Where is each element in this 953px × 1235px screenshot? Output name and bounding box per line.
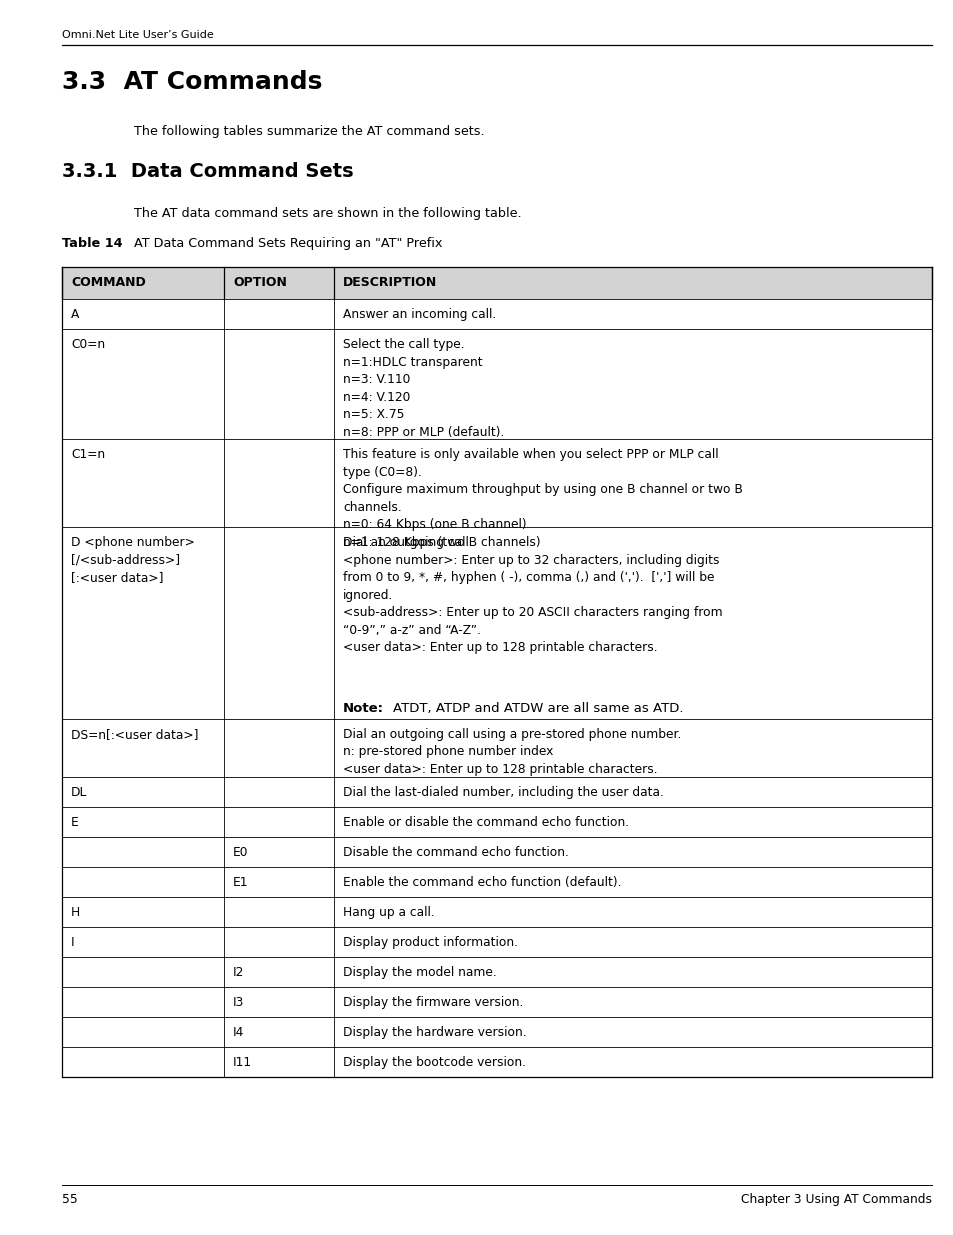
Bar	[62, 329, 931, 438]
Text: Answer an incoming call.: Answer an incoming call.	[343, 308, 496, 321]
Text: I4: I4	[233, 1026, 244, 1039]
Bar	[62, 987, 931, 1016]
Text: I2: I2	[233, 966, 244, 979]
Bar	[62, 1016, 931, 1047]
Text: DESCRIPTION: DESCRIPTION	[343, 277, 436, 289]
Bar	[62, 719, 931, 777]
Bar	[62, 777, 931, 806]
Text: Display the bootcode version.: Display the bootcode version.	[343, 1056, 525, 1070]
Text: Dial the last-dialed number, including the user data.: Dial the last-dialed number, including t…	[343, 785, 663, 799]
Text: 3.3.1  Data Command Sets: 3.3.1 Data Command Sets	[62, 162, 354, 182]
Bar	[62, 806, 931, 837]
Text: I11: I11	[233, 1056, 252, 1070]
Text: 3.3  AT Commands: 3.3 AT Commands	[62, 70, 322, 94]
Bar	[62, 867, 931, 897]
Text: Note:: Note:	[343, 703, 384, 715]
Text: COMMAND: COMMAND	[71, 277, 146, 289]
Text: D <phone number>
[/<sub-address>]
[:<user data>]: D <phone number> [/<sub-address>] [:<use…	[71, 536, 194, 584]
Text: Dial an outgoing call.
<phone number>: Enter up to 32 characters, including digi: Dial an outgoing call. <phone number>: E…	[343, 536, 721, 655]
Bar	[62, 267, 931, 299]
Text: Chapter 3 Using AT Commands: Chapter 3 Using AT Commands	[740, 1193, 931, 1207]
Text: The following tables summarize the AT command sets.: The following tables summarize the AT co…	[133, 125, 484, 138]
Text: E: E	[71, 816, 79, 829]
Text: 55: 55	[62, 1193, 77, 1207]
Text: Enable the command echo function (default).: Enable the command echo function (defaul…	[343, 876, 620, 889]
Text: Enable or disable the command echo function.: Enable or disable the command echo funct…	[343, 816, 628, 829]
Text: ATDT, ATDP and ATDW are all same as ATD.: ATDT, ATDP and ATDW are all same as ATD.	[393, 703, 682, 715]
Text: The AT data command sets are shown in the following table.: The AT data command sets are shown in th…	[133, 207, 521, 220]
Bar	[62, 438, 931, 527]
Text: I3: I3	[233, 995, 244, 1009]
Bar	[62, 927, 931, 957]
Text: DL: DL	[71, 785, 88, 799]
Text: E0: E0	[233, 846, 248, 860]
Text: I: I	[71, 936, 74, 948]
Text: DS=n[:<user data>]: DS=n[:<user data>]	[71, 727, 198, 741]
Text: Dial an outgoing call using a pre-stored phone number.
n: pre-stored phone numbe: Dial an outgoing call using a pre-stored…	[343, 727, 680, 776]
Bar	[62, 299, 931, 329]
Bar	[62, 1047, 931, 1077]
Text: Select the call type.
n=1:HDLC transparent
n=3: V.110
n=4: V.120
n=5: X.75
n=8: : Select the call type. n=1:HDLC transpare…	[343, 338, 504, 438]
Bar	[62, 527, 931, 719]
Text: Display the hardware version.: Display the hardware version.	[343, 1026, 526, 1039]
Text: Omni.Net Lite User’s Guide: Omni.Net Lite User’s Guide	[62, 30, 213, 40]
Bar	[62, 837, 931, 867]
Text: Table 14: Table 14	[62, 237, 123, 249]
Text: C0=n: C0=n	[71, 338, 105, 351]
Bar	[62, 897, 931, 927]
Text: H: H	[71, 906, 80, 919]
Text: E1: E1	[233, 876, 248, 889]
Text: Display the model name.: Display the model name.	[343, 966, 497, 979]
Text: OPTION: OPTION	[233, 277, 287, 289]
Text: A: A	[71, 308, 79, 321]
Bar	[62, 957, 931, 987]
Text: Display product information.: Display product information.	[343, 936, 517, 948]
Text: This feature is only available when you select PPP or MLP call
type (C0=8).
Conf: This feature is only available when you …	[343, 448, 742, 548]
Text: C1=n: C1=n	[71, 448, 105, 461]
Text: Display the firmware version.: Display the firmware version.	[343, 995, 523, 1009]
Text: Disable the command echo function.: Disable the command echo function.	[343, 846, 568, 860]
Text: AT Data Command Sets Requiring an "AT" Prefix: AT Data Command Sets Requiring an "AT" P…	[122, 237, 442, 249]
Text: Hang up a call.: Hang up a call.	[343, 906, 435, 919]
